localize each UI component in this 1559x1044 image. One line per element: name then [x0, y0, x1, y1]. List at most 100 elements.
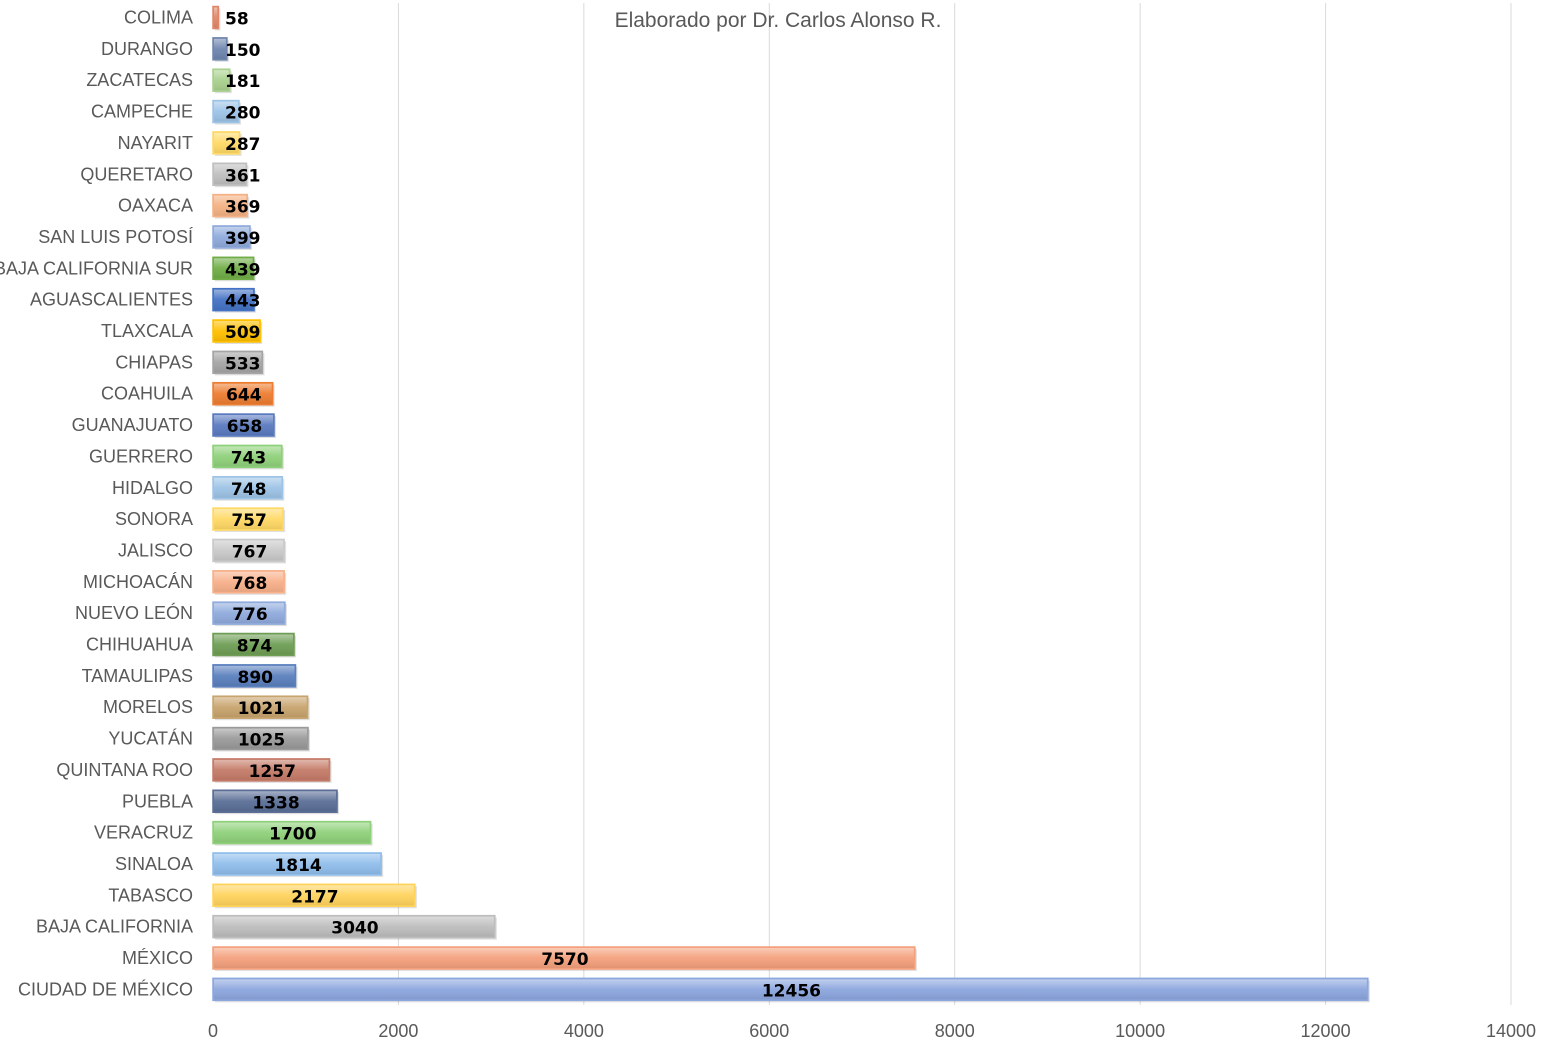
category-label: VERACRUZ [94, 823, 193, 843]
bar-highlight [214, 916, 494, 937]
value-label: 757 [231, 511, 267, 531]
category-label: QUINTANA ROO [56, 760, 193, 780]
bar-highlight [214, 70, 229, 91]
value-label: 509 [225, 323, 261, 343]
value-label: 644 [226, 386, 262, 406]
category-label: JALISCO [118, 540, 193, 560]
category-label: MÉXICO [122, 948, 193, 968]
category-label: SAN LUIS POTOSÍ [38, 227, 193, 247]
bar-highlight [214, 665, 295, 686]
x-axis-tick-labels: 0 2000 4000 6000 8000 10000 12000 14000 [208, 1021, 1536, 1041]
x-tick-label: 2000 [378, 1021, 418, 1041]
category-label: TLAXCALA [101, 321, 193, 341]
category-label: COLIMA [124, 8, 193, 28]
category-label: SONORA [115, 509, 193, 529]
x-tick-label: 12000 [1301, 1021, 1351, 1041]
value-label: 12456 [762, 981, 821, 1001]
category-label: CHIHUAHUA [86, 635, 193, 655]
value-label: 767 [232, 542, 268, 562]
value-label: 439 [225, 260, 261, 280]
value-label: 658 [227, 417, 263, 437]
category-label: HIDALGO [112, 478, 193, 498]
bar-highlight [214, 509, 283, 530]
category-label: GUANAJUATO [72, 415, 193, 435]
value-label: 150 [225, 41, 261, 61]
category-label: TAMAULIPAS [82, 666, 193, 686]
x-tick-label: 6000 [749, 1021, 789, 1041]
category-label: DURANGO [101, 39, 193, 59]
value-label: 287 [225, 135, 261, 155]
category-label: AGUASCALIENTES [30, 290, 193, 310]
category-label: PUEBLA [122, 791, 193, 811]
value-label: 743 [231, 448, 267, 468]
bar-highlight [214, 164, 246, 185]
bar-highlight [214, 132, 239, 153]
bar-highlight [214, 352, 262, 373]
x-tick-label: 10000 [1115, 1021, 1165, 1041]
category-label: CHIAPAS [115, 352, 193, 372]
value-label: 399 [225, 229, 261, 249]
bar-highlight [214, 853, 381, 874]
category-label: ZACATECAS [86, 70, 193, 90]
bar-highlight [214, 477, 282, 498]
category-label: COAHUILA [101, 384, 193, 404]
x-tick-label: 4000 [564, 1021, 604, 1041]
category-label: YUCATÁN [108, 729, 193, 749]
value-label: 533 [225, 354, 261, 374]
x-tick-label: 0 [208, 1021, 218, 1041]
category-label: SINALOA [115, 854, 193, 874]
bar-highlight [214, 446, 281, 467]
category-label: BAJA CALIFORNIA [36, 917, 193, 937]
category-labels: COLIMA DURANGO ZACATECAS CAMPECHE NAYARIT QUE… [0, 8, 193, 1000]
bar-highlight [214, 979, 1367, 1000]
value-label: 768 [232, 574, 268, 594]
value-label: 874 [237, 637, 273, 657]
category-label: NUEVO LEÓN [75, 602, 193, 623]
category-label: GUERRERO [89, 446, 193, 466]
value-label: 58 [225, 10, 249, 30]
category-label: NAYARIT [118, 133, 193, 153]
value-label: 361 [225, 166, 261, 186]
value-label: 181 [225, 72, 261, 92]
value-label: 280 [225, 104, 261, 124]
bar-highlight [214, 697, 307, 718]
bar-highlight [214, 38, 226, 59]
bar-highlight [214, 791, 337, 812]
category-label: MICHOACÁN [83, 572, 193, 592]
bar-highlight [214, 571, 284, 592]
bar-highlight [214, 101, 238, 122]
category-label: MORELOS [103, 697, 193, 717]
value-label: 1338 [252, 793, 299, 813]
bar-highlight [214, 728, 308, 749]
bar-highlight [214, 948, 914, 968]
bar-highlight [214, 822, 370, 843]
value-label: 369 [225, 198, 261, 218]
x-tick-label: 8000 [935, 1021, 975, 1041]
gridlines [397, 3, 1512, 1005]
category-label: BAJA CALIFORNIA SUR [0, 258, 193, 278]
value-label: 1257 [249, 762, 296, 782]
value-label: 1021 [238, 699, 285, 719]
value-label: 776 [232, 605, 268, 625]
category-label: TABASCO [108, 885, 193, 905]
bar-highlight [214, 415, 274, 436]
value-label: 1814 [274, 856, 321, 876]
value-label: 1700 [269, 825, 316, 845]
bar-highlight [214, 885, 414, 906]
bar-highlight [214, 289, 254, 310]
bar-highlight [214, 7, 218, 28]
chart-subtitle: Elaborado por Dr. Carlos Alonso R. [615, 9, 942, 32]
value-label: 7570 [541, 950, 588, 970]
category-label: OAXACA [118, 196, 193, 216]
bar-highlight [214, 321, 260, 341]
value-label: 2177 [291, 887, 338, 907]
bars [212, 5, 1370, 1003]
bar-highlight [214, 383, 272, 404]
value-label: 890 [238, 668, 274, 688]
category-label: QUERETARO [80, 164, 193, 184]
category-label: CIUDAD DE MÉXICO [18, 979, 193, 999]
value-label: 443 [225, 292, 261, 312]
bar-highlight [214, 258, 253, 279]
bar-highlight [214, 759, 329, 780]
